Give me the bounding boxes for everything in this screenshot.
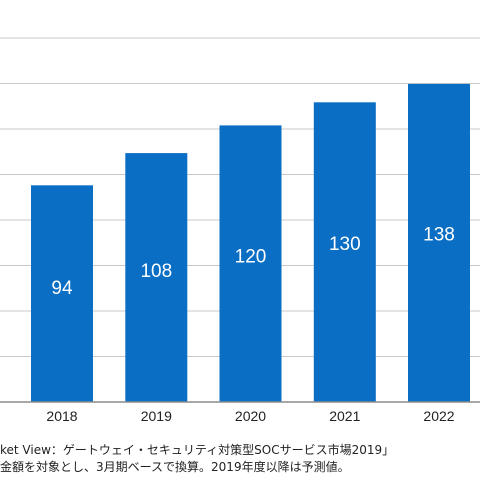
bar-2020 (219, 125, 282, 403)
bar-value-label-2021: 130 (329, 234, 361, 255)
bar-2021 (313, 102, 376, 403)
bar-2022 (408, 83, 470, 403)
x-axis-tick-labels: 2018 2019 2020 2021 2022 (46, 408, 454, 424)
x-tick-label-2021: 2021 (329, 408, 360, 424)
bar-value-label-2018: 94 (51, 278, 73, 299)
source-note: ket View：ゲートウェイ・セキュリティ対策型SOCサービス市場2019」 (0, 443, 395, 457)
bar-2019 (125, 153, 188, 402)
footnote: 金額を対象とし、3月期ベースで換算。2019年度以降は予測値。 (0, 460, 350, 474)
x-tick-label-2019: 2019 (141, 408, 172, 424)
bar-chart: 94 108 120 130 138 2018 2019 2020 2021 2022 (0, 37, 480, 424)
x-tick-label-2020: 2020 (235, 408, 266, 424)
bar-value-labels: 94 108 120 130 138 (51, 224, 454, 299)
x-tick-label-2022: 2022 (423, 408, 454, 424)
bar-value-label-2020: 120 (235, 246, 267, 267)
x-tick-label-2018: 2018 (46, 408, 77, 424)
bar-value-label-2019: 108 (140, 261, 172, 282)
bar-value-label-2022: 138 (423, 224, 455, 245)
bar-2018 (31, 185, 93, 402)
bars (31, 83, 470, 403)
